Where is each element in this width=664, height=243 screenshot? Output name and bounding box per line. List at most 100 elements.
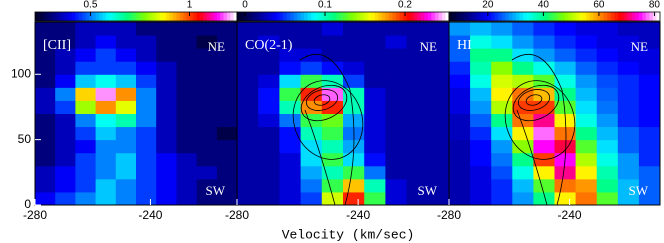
heatmap-cell xyxy=(136,191,157,206)
heatmap-cell xyxy=(406,191,429,206)
heatmap-cell xyxy=(406,100,429,114)
colorbar-segment xyxy=(193,12,198,21)
heatmap-cell xyxy=(617,165,640,180)
heatmap-cell xyxy=(343,152,365,167)
heatmap-cell xyxy=(512,126,534,141)
heatmap-cell xyxy=(55,191,76,206)
heatmap-cell xyxy=(554,35,577,49)
heatmap-cell xyxy=(279,191,302,206)
x-tick-label: -280 xyxy=(225,208,249,222)
colorbar-segment xyxy=(38,12,43,21)
heatmap-cell xyxy=(55,126,76,141)
colorbar-segment xyxy=(473,12,478,21)
heatmap-cell xyxy=(512,74,534,88)
heatmap-cell xyxy=(427,22,450,36)
heatmap-cell xyxy=(237,178,259,193)
heatmap-cell xyxy=(638,100,661,114)
heatmap-cell xyxy=(575,113,598,128)
heatmap-cell xyxy=(427,87,450,101)
heatmap-cell xyxy=(617,191,640,206)
heatmap-cell xyxy=(216,100,238,114)
colorbar-segment xyxy=(230,12,235,21)
heatmap-cell xyxy=(491,35,513,49)
heatmap-cell xyxy=(364,165,386,180)
colorbar-segment xyxy=(314,12,319,21)
heatmap-cell xyxy=(449,100,471,114)
heatmap-cell xyxy=(75,113,97,128)
heatmap-cell xyxy=(470,126,492,141)
heatmap-cell xyxy=(237,61,259,75)
heatmap-cell xyxy=(491,152,513,167)
heatmap-cell xyxy=(575,48,598,62)
colorbar-segment xyxy=(505,12,510,21)
colorbar-segment xyxy=(199,12,204,21)
heatmap-cell xyxy=(512,152,534,167)
heatmap-cell xyxy=(279,74,302,88)
colorbar-segment xyxy=(350,12,355,21)
heatmap-cell xyxy=(95,22,117,36)
heatmap-cell xyxy=(75,35,97,49)
heatmap-cell xyxy=(321,126,344,141)
colorbar-segment xyxy=(233,12,238,21)
heatmap-cell xyxy=(136,165,157,180)
colorbar-segment xyxy=(196,12,201,21)
heatmap-cell xyxy=(300,35,323,49)
heatmap-cell xyxy=(35,48,56,62)
colorbar-segment xyxy=(300,12,305,21)
heatmap-cell xyxy=(156,165,177,180)
colorbar-segment xyxy=(550,12,555,21)
heatmap-cell xyxy=(136,61,157,75)
heatmap-cell xyxy=(237,48,259,62)
y-tick-label: 100 xyxy=(11,66,31,80)
colorbar-segment xyxy=(357,12,362,21)
heatmap-cell xyxy=(470,74,492,88)
heatmap-cell xyxy=(364,100,386,114)
colorbar-segment xyxy=(452,12,457,21)
heatmap-cell xyxy=(575,100,598,114)
heatmap-cell xyxy=(176,87,198,101)
colorbar-segment xyxy=(102,12,107,21)
colorbar-segment xyxy=(169,12,174,21)
heatmap-cell xyxy=(533,139,555,154)
colorbar-segment xyxy=(261,12,266,21)
heatmap-cell xyxy=(617,126,640,141)
colorbar-segment xyxy=(403,12,408,21)
colorbar-segment xyxy=(413,12,418,21)
heatmap-cell xyxy=(533,74,555,88)
colorbar-tick-label: 60 xyxy=(593,0,605,11)
heatmap-cell xyxy=(575,139,598,154)
colorbar-segment xyxy=(367,12,372,21)
heatmap-cell xyxy=(533,48,555,62)
heatmap-cell xyxy=(533,61,555,75)
colorbar-segment xyxy=(568,12,573,21)
colorbar-tick-label: 0 xyxy=(242,0,248,11)
heatmap-cell xyxy=(95,61,117,75)
colorbar-segment xyxy=(656,12,661,21)
heatmap-cell xyxy=(470,178,492,193)
heatmap-cell xyxy=(216,87,238,101)
heatmap-cell xyxy=(491,113,513,128)
heatmap-cell xyxy=(196,165,218,180)
heatmap-cell xyxy=(638,61,661,75)
colorbar-segment xyxy=(254,12,259,21)
colorbar-segment xyxy=(343,12,348,21)
colorbar-segment xyxy=(297,12,302,21)
panel-label: CO(2-1) xyxy=(245,38,293,53)
colorbar-segment xyxy=(410,12,415,21)
colorbar-segment xyxy=(572,12,577,21)
heatmap-cell xyxy=(385,100,408,114)
colorbar-segment xyxy=(58,12,63,21)
colorbar-segment xyxy=(353,12,358,21)
heatmap-cell xyxy=(596,126,619,141)
colorbar-segment xyxy=(109,12,113,21)
heatmap-cell xyxy=(427,152,450,167)
heatmap-cell xyxy=(406,126,429,141)
colorbar-segment xyxy=(508,12,513,21)
heatmap-cell xyxy=(176,165,198,180)
heatmap-cell xyxy=(596,139,619,154)
colorbar-segment xyxy=(399,12,404,21)
heatmap-cell xyxy=(321,165,344,180)
colorbar-segment xyxy=(459,12,464,21)
heatmap-cell xyxy=(596,48,619,62)
colorbar-segment xyxy=(603,12,608,21)
